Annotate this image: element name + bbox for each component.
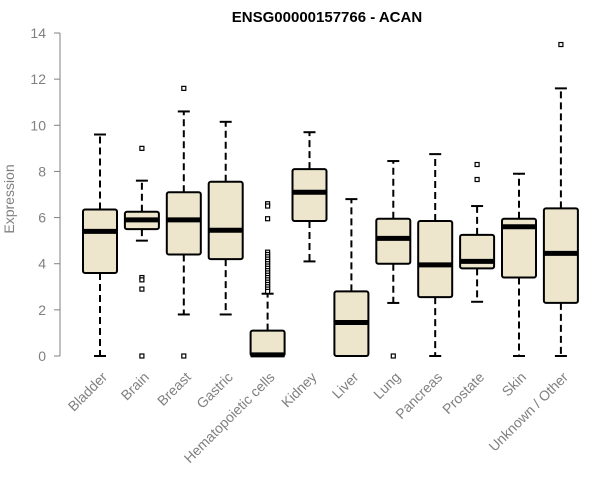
outlier-point — [474, 176, 480, 183]
box-prostate — [459, 161, 496, 303]
outlier-point — [139, 353, 145, 359]
x-category-label: Lung — [370, 369, 403, 402]
y-tick-label: 4 — [38, 256, 46, 272]
x-category-label: Breast — [154, 369, 194, 409]
box-iqr — [501, 217, 537, 279]
y-tick-label: 6 — [38, 210, 46, 226]
box-hematopoietic-cells — [249, 201, 286, 358]
box-gastric — [207, 120, 244, 316]
outlier-point — [474, 161, 480, 168]
box-liver — [333, 198, 370, 357]
box-iqr — [291, 168, 328, 223]
box-brain — [123, 145, 160, 359]
outlier-point — [181, 353, 187, 359]
y-tick-label: 8 — [38, 163, 46, 179]
box-skin — [501, 172, 537, 357]
y-tick-label: 14 — [30, 25, 46, 41]
box-iqr — [375, 217, 412, 265]
box-lung — [375, 160, 412, 359]
box-pancreas — [417, 153, 454, 357]
box-iqr — [165, 191, 202, 256]
y-tick-label: 12 — [30, 71, 46, 87]
x-category-label: Prostate — [439, 369, 487, 417]
outlier-point — [181, 85, 187, 91]
box-iqr — [249, 329, 286, 357]
x-category-label: Brain — [118, 369, 152, 403]
x-category-label: Unknown / Other — [485, 369, 571, 455]
outlier-point — [390, 353, 396, 359]
y-tick-label: 0 — [38, 348, 46, 364]
box-iqr — [417, 220, 454, 299]
box-kidney — [291, 131, 328, 263]
x-category-label: Liver — [329, 369, 362, 402]
outlier-point — [139, 277, 145, 283]
x-category-label: Skin — [499, 369, 530, 400]
x-category-label: Bladder — [65, 369, 111, 415]
y-axis: 0 2 4 6 8 10 12 14 — [30, 25, 61, 364]
outlier-point — [265, 216, 271, 222]
box-iqr — [207, 180, 244, 261]
outlier-point — [265, 203, 271, 209]
y-axis-label: Expression — [1, 164, 17, 233]
x-category-label: Kidney — [278, 369, 320, 411]
outlier-point — [139, 145, 145, 151]
outlier-point — [558, 41, 564, 48]
box-unknown-other — [542, 41, 579, 357]
y-tick-label: 2 — [38, 302, 46, 318]
box-iqr — [82, 208, 118, 274]
plot-area — [82, 41, 579, 359]
y-tick-label: 10 — [30, 117, 46, 133]
outlier-point — [139, 286, 145, 292]
box-breast — [165, 85, 202, 359]
outlier-point — [265, 288, 271, 294]
chart-title: ENSG00000157766 - ACAN — [232, 9, 422, 26]
x-category-label: Pancreas — [392, 369, 445, 422]
box-bladder — [82, 133, 118, 357]
